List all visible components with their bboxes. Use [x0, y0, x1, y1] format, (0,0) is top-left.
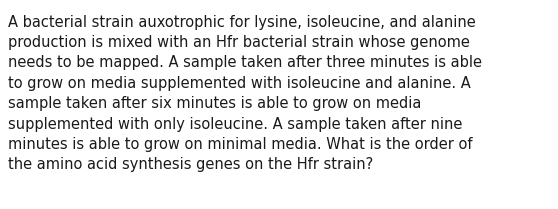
Text: A bacterial strain auxotrophic for lysine, isoleucine, and alanine
production is: A bacterial strain auxotrophic for lysin…	[8, 15, 482, 172]
